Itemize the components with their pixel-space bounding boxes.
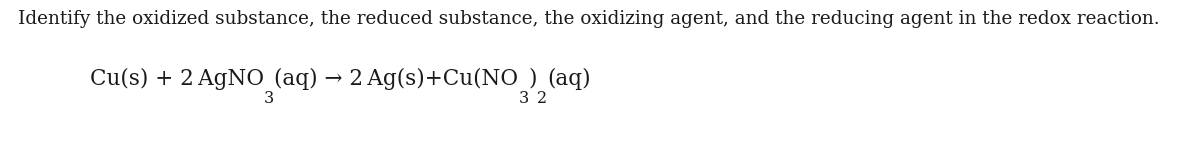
Text: 3: 3 [264, 90, 275, 107]
Text: 2: 2 [538, 90, 547, 107]
Text: (aq) → 2 Ag(s)+Cu(NO: (aq) → 2 Ag(s)+Cu(NO [275, 68, 518, 90]
Text: Cu(s) + 2 AgNO: Cu(s) + 2 AgNO [90, 68, 264, 90]
Text: Identify the oxidized substance, the reduced substance, the oxidizing agent, and: Identify the oxidized substance, the red… [18, 10, 1159, 28]
Text: 3: 3 [518, 90, 529, 107]
Text: ): ) [529, 68, 538, 90]
Text: (aq): (aq) [547, 68, 592, 90]
